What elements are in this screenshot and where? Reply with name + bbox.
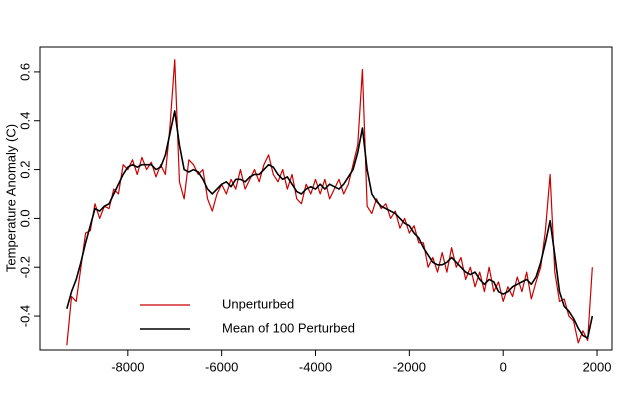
plot-frame bbox=[39, 46, 613, 351]
x-tick-label: -2000 bbox=[393, 359, 426, 374]
y-tick-label: 0.6 bbox=[17, 63, 32, 81]
legend-label: Unperturbed bbox=[222, 296, 294, 311]
x-tick-label: -4000 bbox=[299, 359, 332, 374]
y-tick-label: 0.4 bbox=[17, 112, 32, 130]
y-tick-label: 0.0 bbox=[17, 209, 32, 227]
series-line bbox=[66, 110, 594, 339]
y-axis-label: Temperature Anomaly (C) bbox=[3, 124, 18, 272]
x-tick-label: -6000 bbox=[205, 359, 238, 374]
x-tick-label: 2000 bbox=[583, 359, 612, 374]
series-line bbox=[66, 59, 593, 346]
legend-label: Mean of 100 Perturbed bbox=[222, 320, 355, 335]
y-tick-label: -0.4 bbox=[17, 305, 32, 327]
x-tick-label: 0 bbox=[500, 359, 507, 374]
y-tick-label: 0.2 bbox=[17, 161, 32, 179]
y-tick-label: -0.2 bbox=[17, 256, 32, 278]
x-tick-label: -8000 bbox=[111, 359, 144, 374]
